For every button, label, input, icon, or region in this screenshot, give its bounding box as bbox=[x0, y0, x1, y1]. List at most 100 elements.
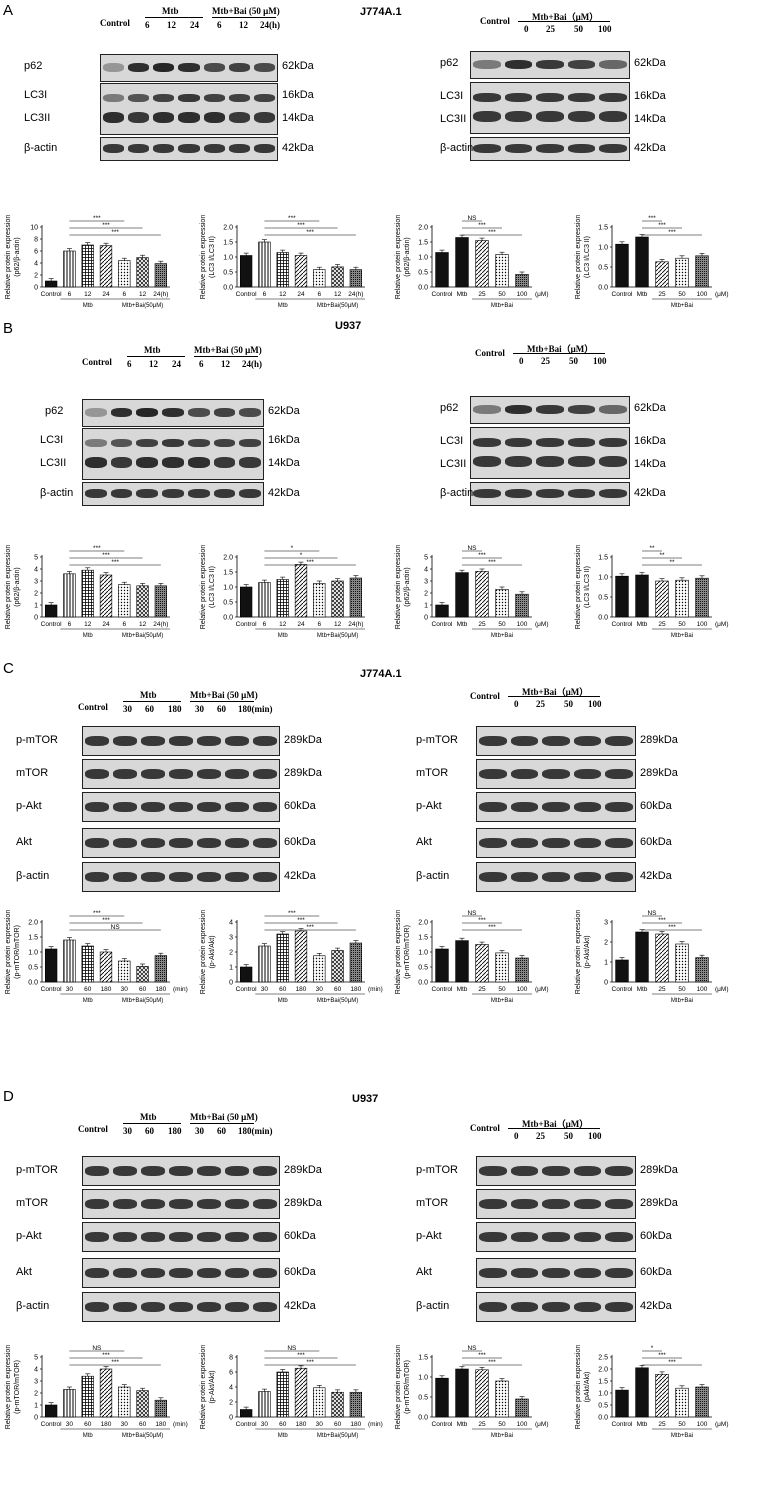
blot-label: LC3II bbox=[440, 458, 467, 470]
dose-label: 100 bbox=[598, 24, 612, 34]
x-tick-label: 25 bbox=[658, 1421, 666, 1428]
blot-band bbox=[141, 736, 165, 746]
blot-band bbox=[504, 456, 533, 467]
mtb-group-line bbox=[123, 701, 181, 702]
blot-band bbox=[253, 769, 277, 779]
blot-band bbox=[573, 802, 602, 812]
blot-band bbox=[103, 63, 125, 72]
x-tick-label: 12 bbox=[139, 621, 147, 628]
blot-band bbox=[510, 1166, 539, 1176]
y-tick-label: 0.0 bbox=[28, 980, 38, 987]
blot-band bbox=[253, 1232, 277, 1242]
y-tick-label: 4 bbox=[229, 920, 233, 927]
group-label: Mtb+Bai bbox=[491, 998, 513, 1004]
bar bbox=[294, 255, 308, 288]
y-tick-label: 8 bbox=[229, 1355, 233, 1362]
control-header: Control bbox=[78, 702, 108, 712]
mtb-group-line bbox=[127, 356, 185, 357]
x-unit-label: (μM) bbox=[535, 291, 549, 298]
kda-label: 60kDa bbox=[640, 1230, 672, 1242]
blot-band bbox=[110, 408, 133, 417]
kda-label: 289kDa bbox=[284, 767, 322, 779]
blot-band bbox=[605, 769, 633, 779]
y-tick-label: 1.5 bbox=[418, 935, 428, 942]
blot-band bbox=[567, 111, 596, 122]
mtb-bai-group-line bbox=[190, 701, 254, 702]
blot-band bbox=[187, 439, 210, 447]
time-label: 6 bbox=[199, 359, 204, 369]
bar bbox=[258, 582, 271, 618]
bar bbox=[313, 1387, 326, 1418]
kda-label: 16kDa bbox=[634, 435, 666, 447]
bar bbox=[313, 269, 326, 288]
blot-band bbox=[573, 872, 602, 882]
y-tick-label: 2.0 bbox=[28, 920, 38, 927]
blot-band bbox=[225, 736, 249, 746]
dose-label: 0 bbox=[519, 356, 524, 366]
blot-band bbox=[239, 439, 261, 447]
western-blot bbox=[100, 137, 278, 161]
blot-band bbox=[162, 439, 184, 447]
x-tick-label: Control bbox=[432, 1421, 454, 1428]
x-unit-label: (μM) bbox=[535, 621, 549, 628]
significance-label: *** bbox=[102, 552, 110, 559]
blot-label: Akt bbox=[416, 836, 432, 848]
y-tick-label: 2 bbox=[229, 950, 233, 957]
group-label: Mtb+Bai(50μM) bbox=[317, 998, 358, 1004]
y-tick-label: 0.5 bbox=[598, 595, 608, 602]
bar bbox=[239, 586, 253, 618]
bar bbox=[331, 950, 344, 983]
x-tick-label: 30 bbox=[121, 1421, 129, 1428]
y-tick-label: 1 bbox=[604, 960, 608, 967]
significance-label: ** bbox=[669, 559, 675, 566]
time-label: 60 bbox=[217, 704, 226, 714]
bar bbox=[331, 1391, 344, 1418]
time-label: 12 bbox=[149, 359, 158, 369]
blot-band bbox=[510, 1268, 539, 1278]
bar bbox=[313, 583, 326, 618]
x-tick-label: 6 bbox=[68, 291, 72, 298]
bar-chart: Relative protein expression (p-mTOR/mTOR)… bbox=[5, 1345, 188, 1439]
blot-band bbox=[169, 736, 193, 746]
y-tick-label: 1.0 bbox=[223, 585, 233, 592]
control-header: Control bbox=[82, 357, 112, 367]
y-tick-label: 2.0 bbox=[418, 920, 428, 927]
bar bbox=[258, 945, 271, 983]
y-tick-label: 0 bbox=[34, 615, 38, 622]
bar bbox=[276, 252, 289, 288]
bar-chart: Relative protein expression (LC3 I/LC3 II… bbox=[200, 215, 365, 309]
bar bbox=[81, 945, 94, 983]
bar bbox=[118, 1386, 131, 1418]
western-blot bbox=[82, 1292, 280, 1322]
y-tick-label: 1 bbox=[34, 1403, 38, 1410]
control-header: Control bbox=[100, 18, 130, 28]
y-axis-label: (p-Akt/Akt) bbox=[209, 935, 216, 968]
x-tick-label: 60 bbox=[279, 1421, 287, 1428]
significance-label: *** bbox=[288, 910, 296, 917]
x-tick-label: 180 bbox=[350, 1421, 361, 1428]
blot-band bbox=[253, 1302, 277, 1312]
x-tick-label: 6 bbox=[263, 621, 267, 628]
y-tick-label: 1.0 bbox=[598, 245, 608, 252]
bar bbox=[258, 241, 271, 288]
significance-label: *** bbox=[288, 215, 296, 222]
y-tick-label: 0.0 bbox=[598, 1415, 608, 1422]
blot-band bbox=[153, 94, 175, 102]
blot-band bbox=[573, 1199, 602, 1209]
x-tick-label: 24 bbox=[297, 621, 305, 628]
blot-band bbox=[162, 457, 184, 468]
mtb-group-line bbox=[123, 1123, 181, 1124]
y-tick-label: 1.5 bbox=[598, 555, 608, 562]
bar bbox=[695, 255, 709, 288]
kda-label: 289kDa bbox=[284, 1197, 322, 1209]
x-tick-label: 50 bbox=[498, 1421, 506, 1428]
blot-band bbox=[542, 802, 570, 812]
blot-band bbox=[85, 1232, 109, 1242]
significance-label: * bbox=[291, 545, 294, 552]
y-tick-label: 1.5 bbox=[28, 935, 38, 942]
bar bbox=[349, 577, 363, 618]
bar bbox=[44, 280, 58, 288]
y-tick-label: 2 bbox=[34, 1391, 38, 1398]
western-blot bbox=[82, 1156, 280, 1186]
y-tick-label: 0 bbox=[424, 615, 428, 622]
